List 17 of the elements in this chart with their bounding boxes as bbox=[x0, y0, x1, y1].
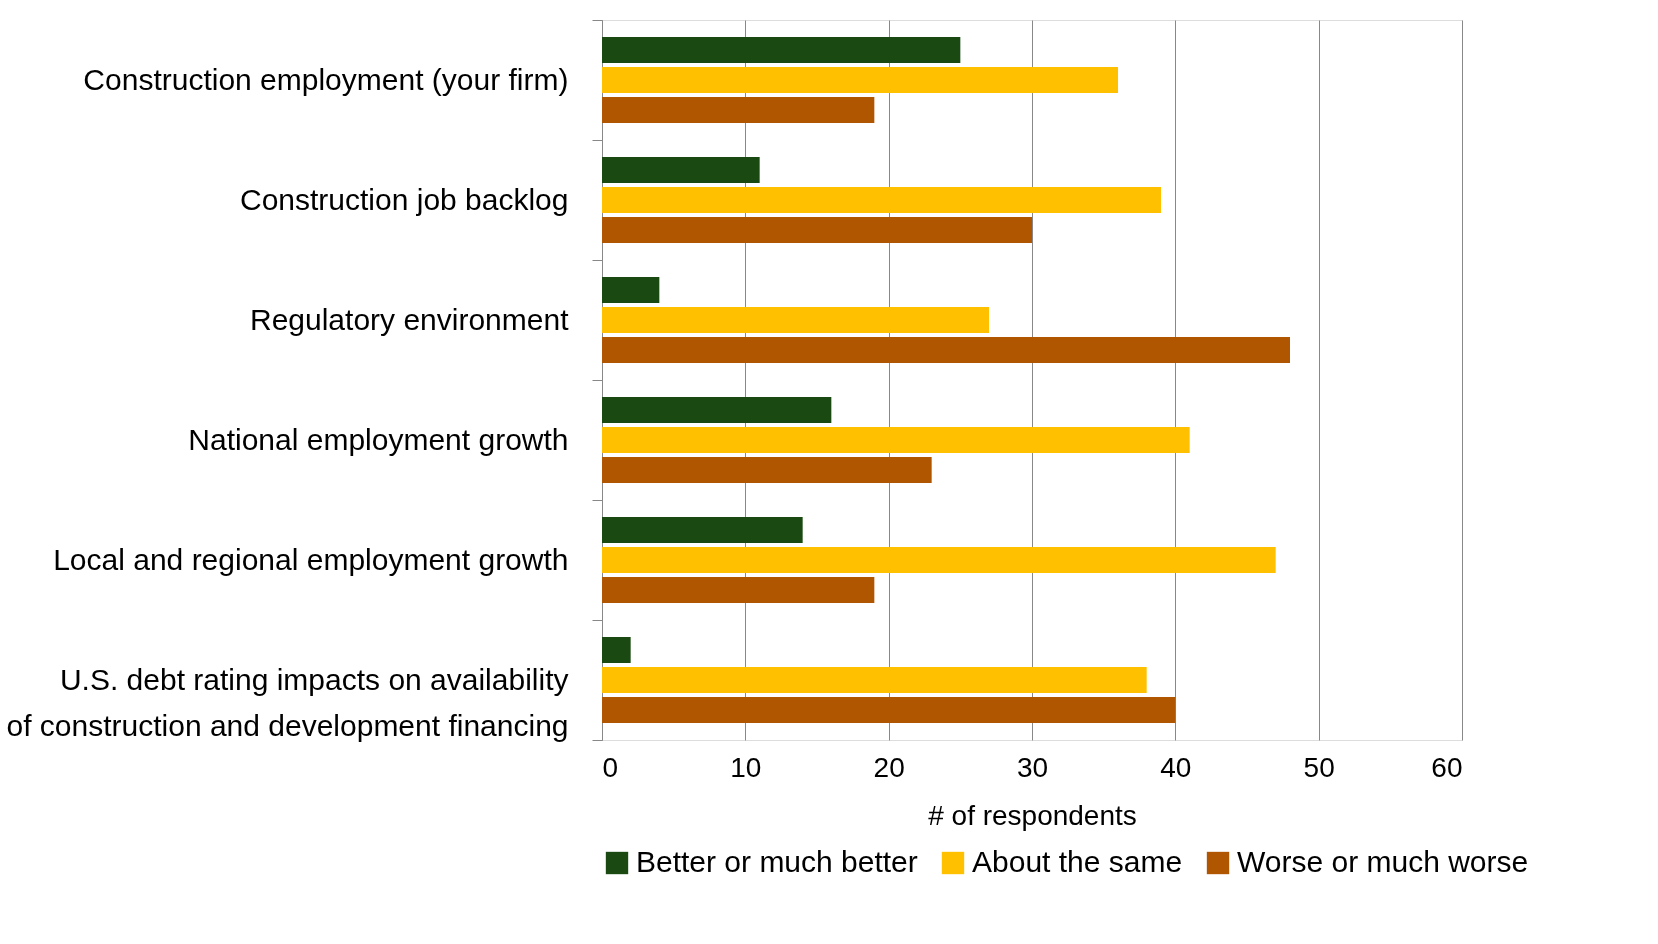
x-tick-label: 10 bbox=[730, 751, 762, 783]
x-tick-label: 60 bbox=[1431, 751, 1463, 783]
y-tick-label: U.S. debt rating impacts on availability of construction and development financing bbox=[6, 662, 569, 742]
x-tick-label: 40 bbox=[1160, 751, 1192, 783]
x-tick-label: 50 bbox=[1303, 751, 1335, 783]
legend-label: About the same bbox=[972, 845, 1183, 878]
legend-label: Worse or much worse bbox=[1237, 845, 1529, 878]
y-tick-label: National employment growth bbox=[188, 422, 569, 456]
y-tick-label: Construction employment (your firm) bbox=[83, 62, 569, 96]
y-tick-label: Local and regional employment growth bbox=[53, 542, 569, 576]
x-axis-title: # of respondents bbox=[928, 799, 1137, 831]
y-tick-label: Regulatory environment bbox=[249, 302, 570, 336]
legend-label: Better or much better bbox=[636, 845, 918, 878]
x-tick-label: 0 bbox=[602, 751, 619, 783]
x-tick-label: 20 bbox=[873, 751, 905, 783]
x-tick-label: 30 bbox=[1016, 751, 1049, 783]
y-tick-label: Construction job backlog bbox=[239, 182, 569, 216]
